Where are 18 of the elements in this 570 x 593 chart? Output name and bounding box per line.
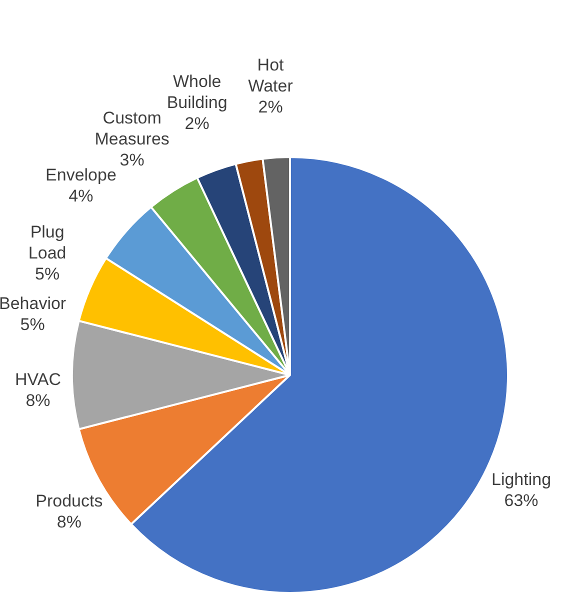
slice-label: Custom Measures — [94, 108, 170, 148]
data-label: 8% — [26, 391, 50, 410]
slice-label: Envelope — [46, 165, 116, 184]
slice-label: HVAC — [15, 370, 61, 389]
slice-label: Products — [36, 491, 103, 510]
data-label: 2% — [184, 114, 210, 134]
slice-label: Lighting — [491, 470, 552, 490]
data-label: 5% — [35, 264, 60, 284]
data-label: 63% — [504, 491, 538, 510]
slice-label: Whole Building — [166, 72, 228, 112]
slice-label: Plug Load — [28, 222, 66, 263]
data-label: 4% — [68, 186, 94, 206]
data-label: 8% — [56, 512, 82, 532]
data-label: 2% — [258, 98, 283, 117]
data-label: 5% — [20, 315, 45, 334]
slice-label: Hot Water — [248, 56, 294, 96]
data-label: 3% — [120, 150, 144, 170]
slice-label: Behavior — [0, 294, 66, 314]
